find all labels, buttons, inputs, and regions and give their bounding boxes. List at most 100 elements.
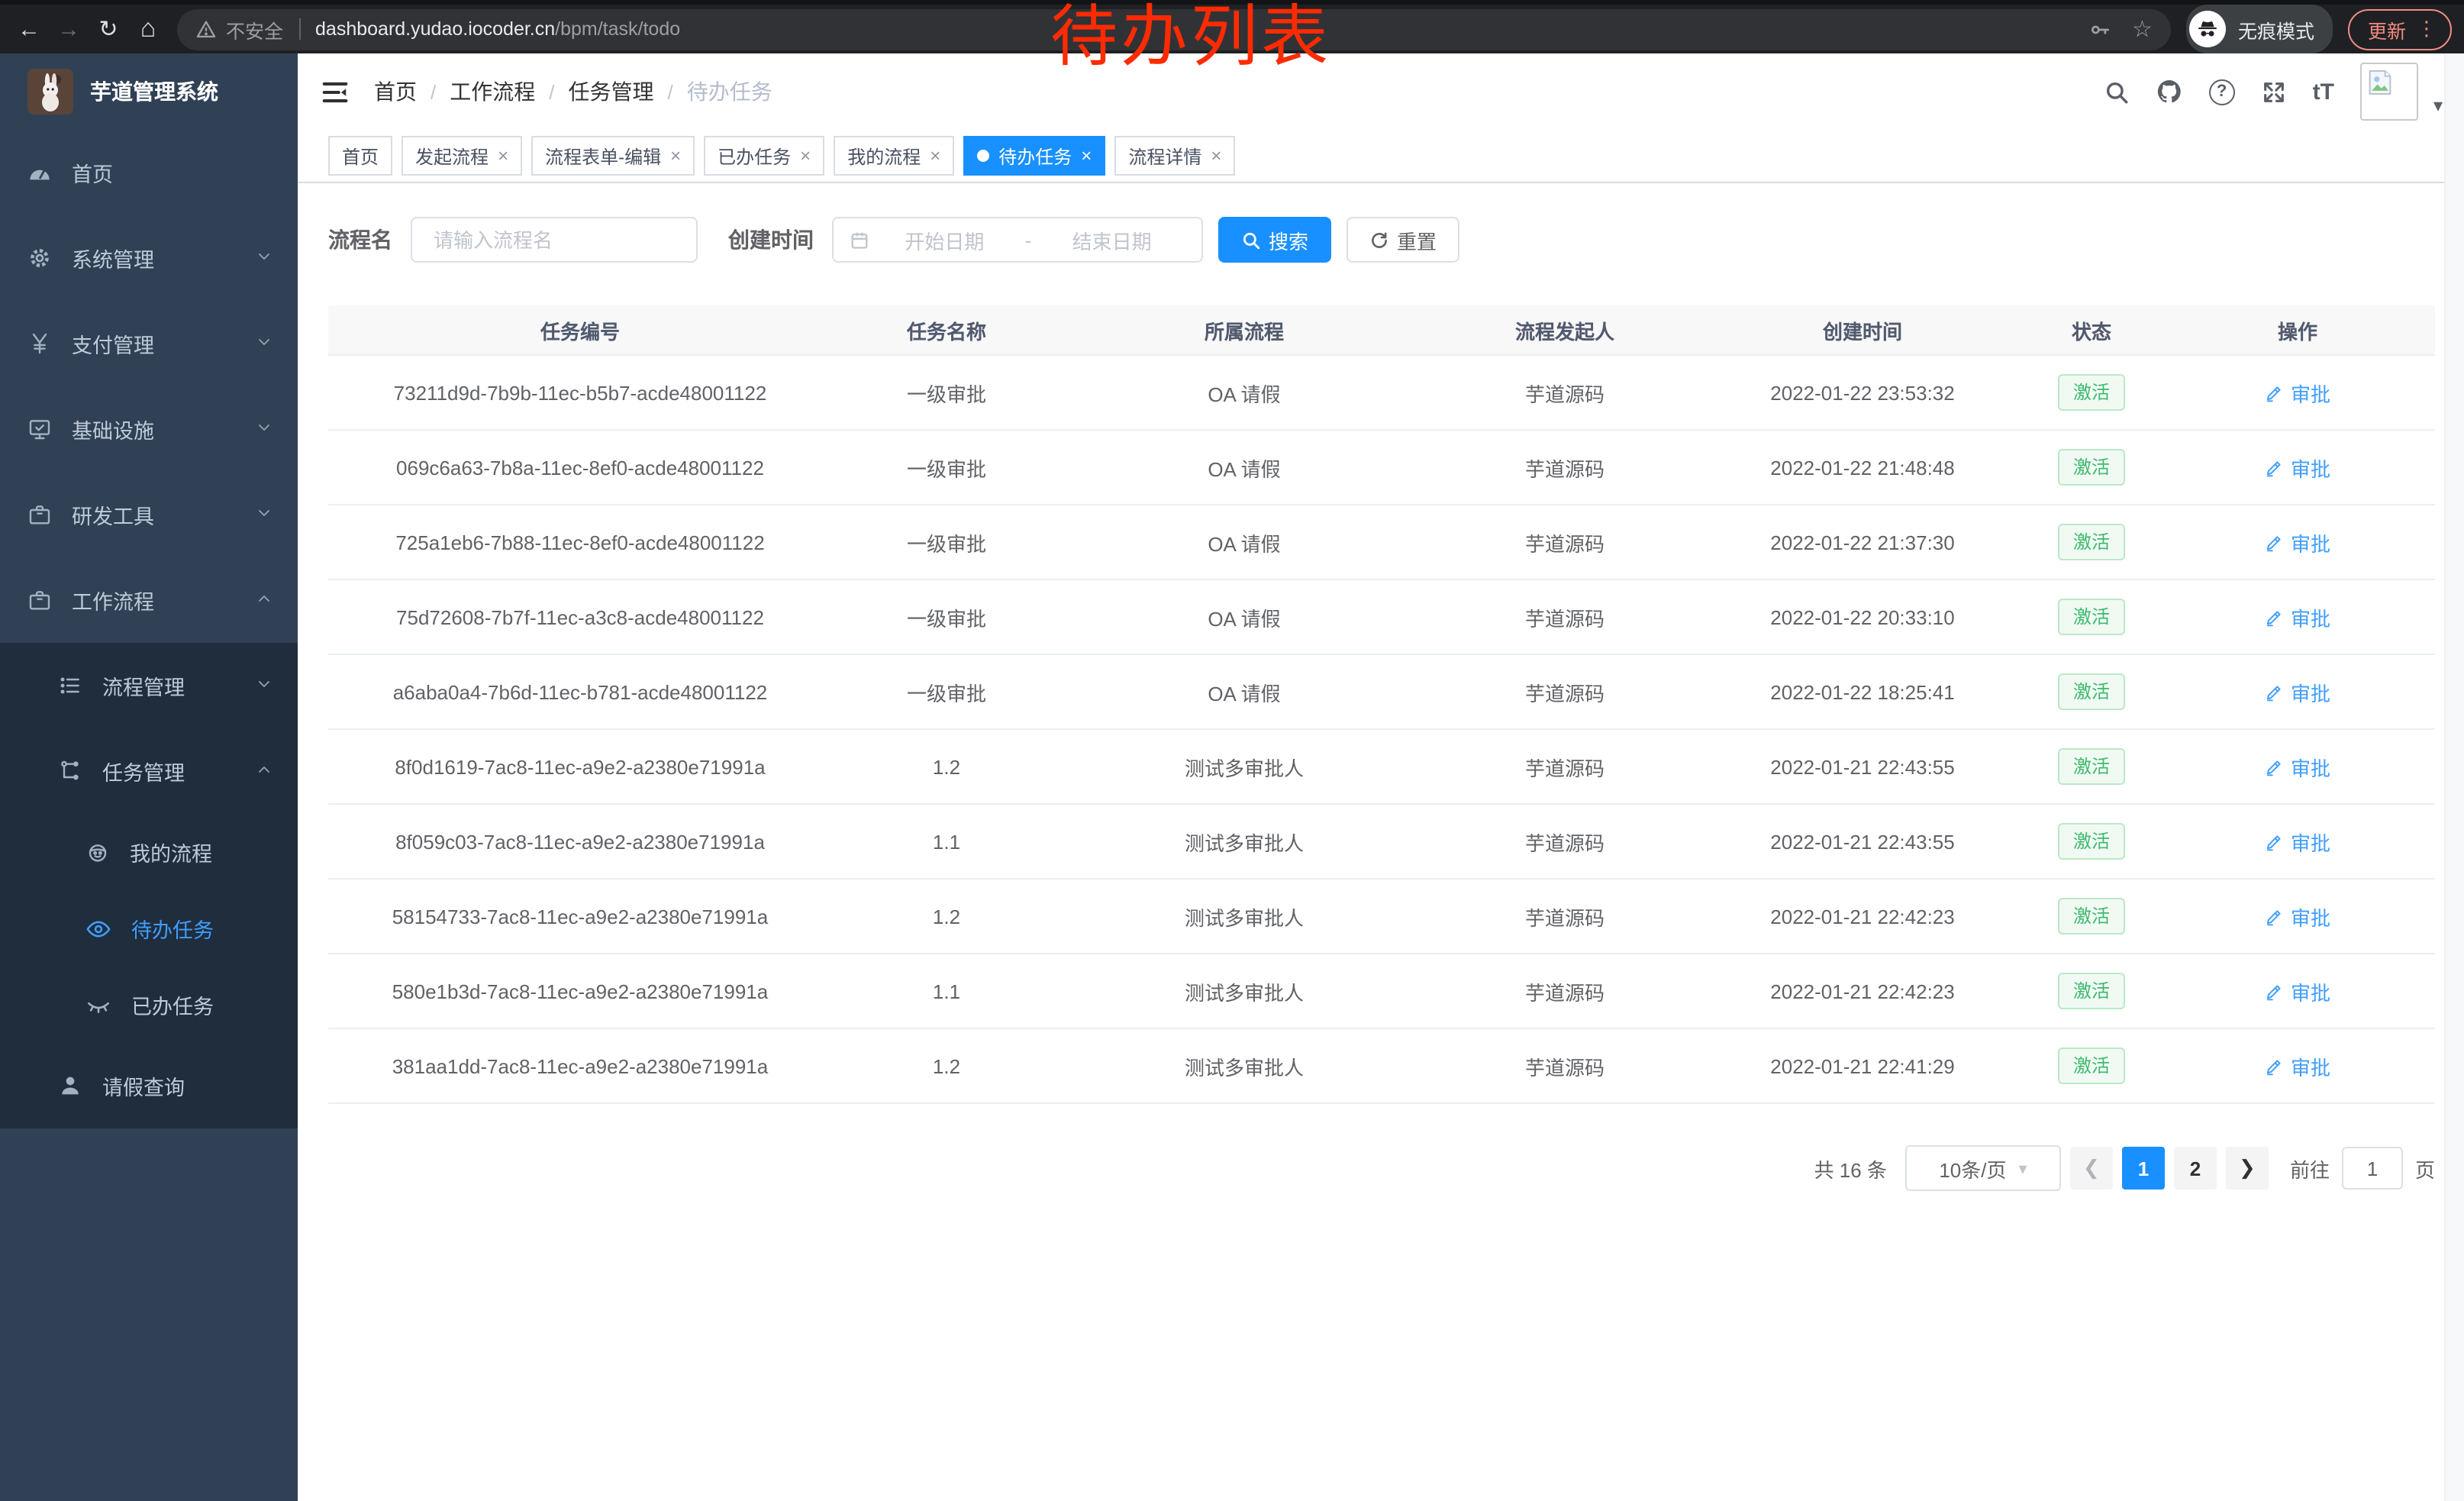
fullscreen-icon[interactable]	[2261, 79, 2287, 105]
approve-link[interactable]: 审批	[2265, 902, 2330, 931]
browser-forward-icon[interactable]: →	[57, 16, 80, 42]
divider	[298, 18, 301, 40]
cell-status: 激活	[2023, 1028, 2160, 1104]
chevron-down-icon	[255, 332, 273, 355]
cell-任务名称: 一级审批	[832, 430, 1061, 505]
tab-close-icon[interactable]: ×	[1211, 145, 1222, 166]
main-area: 首页 / 工作流程 / 任务管理 / 待办任务 ? tT ▾ 首页 发起流程 × 流程表单-	[298, 53, 2464, 1501]
browser-menu-icon[interactable]: ⋮	[2417, 17, 2437, 40]
sidebar-item-11[interactable]: 请假查询	[0, 1043, 298, 1128]
cell-流程发起人: 芋道源码	[1427, 804, 1702, 880]
approve-link[interactable]: 审批	[2265, 1051, 2330, 1080]
address-bar[interactable]: 不安全 dashboard.yudao.iocoder.cn /bpm/task…	[177, 8, 2171, 50]
font-size-icon[interactable]: tT	[2312, 79, 2334, 105]
column-header-5: 状态	[2023, 305, 2160, 356]
cell-所属流程: OA 请假	[1061, 579, 1427, 655]
approve-link[interactable]: 审批	[2265, 453, 2330, 482]
sidebar-item-1[interactable]: 系统管理	[0, 215, 298, 301]
flow-icon	[58, 759, 82, 783]
search-button[interactable]: 搜索	[1218, 217, 1332, 263]
end-date-placeholder[interactable]: 结束日期	[1072, 230, 1152, 253]
status-badge: 激活	[2057, 748, 2125, 785]
approve-link[interactable]: 审批	[2265, 602, 2330, 631]
approve-link[interactable]: 审批	[2265, 378, 2330, 407]
approve-link[interactable]: 审批	[2265, 677, 2330, 706]
goto-page-input[interactable]	[2341, 1147, 2403, 1190]
user-menu-caret-icon[interactable]: ▾	[2433, 95, 2443, 116]
tab-close-icon[interactable]: ×	[930, 145, 941, 166]
tab-2[interactable]: 流程表单-编辑 ×	[531, 136, 695, 176]
breadcrumb-item-0[interactable]: 首页	[374, 79, 417, 104]
start-date-placeholder[interactable]: 开始日期	[905, 230, 985, 253]
process-name-input[interactable]	[431, 227, 678, 253]
table-row: 75d72608-7b7f-11ec-a3c8-acde48001122 一级审批…	[328, 579, 2435, 655]
cell-action: 审批	[2160, 1028, 2435, 1104]
pen-icon	[2265, 383, 2285, 402]
key-icon[interactable]	[2088, 18, 2111, 40]
app-logo-row[interactable]: 芋道管理系统	[0, 53, 298, 130]
sidebar-item-7[interactable]: 任务管理	[0, 728, 298, 814]
approve-link[interactable]: 审批	[2265, 827, 2330, 856]
sidebar-item-0[interactable]: 首页	[0, 130, 298, 215]
browser-home-icon[interactable]: ⌂	[140, 14, 156, 43]
tab-4[interactable]: 我的流程 ×	[834, 136, 955, 176]
sidebar-item-label: 我的流程	[130, 843, 212, 866]
page-button-2[interactable]: 2	[2173, 1147, 2217, 1190]
approve-link[interactable]: 审批	[2265, 976, 2330, 1006]
pen-icon	[2265, 981, 2285, 1001]
cell-任务编号: 58154733-7ac8-11ec-a9e2-a2380e71991a	[328, 879, 832, 954]
sidebar-item-9[interactable]: 待办任务	[0, 890, 298, 967]
page-size-select[interactable]: 10条/页 ▾	[1904, 1145, 2061, 1191]
table-row: 58154733-7ac8-11ec-a9e2-a2380e71991a 1.2 测…	[328, 879, 2435, 954]
sidebar-item-label: 支付管理	[72, 334, 154, 357]
sidebar-item-3[interactable]: 基础设施	[0, 386, 298, 472]
tab-3[interactable]: 已办任务 ×	[704, 136, 825, 176]
bookmark-star-icon[interactable]: ☆	[2132, 17, 2153, 43]
reset-button[interactable]: 重置	[1346, 217, 1460, 263]
cell-任务编号: 73211d9d-7b9b-11ec-b5b7-acde48001122	[328, 355, 832, 431]
browser-back-icon[interactable]: ←	[18, 16, 40, 42]
sidebar-item-4[interactable]: 研发工具	[0, 472, 298, 557]
browser-reload-icon[interactable]: ↻	[98, 17, 118, 43]
breadcrumb-item-1[interactable]: 工作流程	[450, 79, 536, 104]
tab-1[interactable]: 发起流程 ×	[402, 136, 523, 176]
sidebar-item-2[interactable]: 支付管理	[0, 301, 298, 386]
sidebar-collapse-icon[interactable]	[321, 77, 350, 106]
tab-close-icon[interactable]: ×	[1081, 145, 1092, 166]
tab-close-icon[interactable]: ×	[498, 145, 509, 166]
status-badge: 激活	[2057, 524, 2125, 560]
avatar[interactable]	[2359, 63, 2418, 121]
tab-close-icon[interactable]: ×	[670, 145, 682, 166]
prev-page-button[interactable]: ❮	[2069, 1147, 2113, 1190]
sidebar-item-10[interactable]: 已办任务	[0, 967, 298, 1043]
browser-update-button[interactable]: 更新 ⋮	[2347, 8, 2452, 50]
approve-link[interactable]: 审批	[2265, 528, 2330, 557]
search-icon[interactable]	[2104, 79, 2130, 105]
tab-close-icon[interactable]: ×	[800, 145, 811, 166]
cell-创建时间: 2022-01-21 22:42:23	[1702, 954, 2023, 1029]
github-icon[interactable]	[2156, 78, 2183, 105]
tab-label: 流程详情	[1128, 146, 1202, 167]
column-header-4: 创建时间	[1702, 305, 2023, 356]
next-page-button[interactable]: ❯	[2225, 1147, 2269, 1190]
sidebar-item-8[interactable]: 我的流程	[0, 814, 298, 890]
tab-0[interactable]: 首页	[328, 136, 393, 176]
tab-6[interactable]: 流程详情 ×	[1114, 136, 1236, 176]
breadcrumb-item-2[interactable]: 任务管理	[568, 79, 654, 104]
sidebar-item-6[interactable]: 流程管理	[0, 643, 298, 728]
approve-link[interactable]: 审批	[2265, 752, 2330, 781]
help-icon[interactable]: ?	[2208, 79, 2235, 105]
sidebar-item-5[interactable]: 工作流程	[0, 557, 298, 643]
search-button-icon	[1241, 230, 1261, 250]
scrollbar[interactable]	[2444, 53, 2464, 1501]
page-content: 流程名 创建时间 开始日期 - 结束日期	[298, 183, 2464, 1191]
incognito-icon	[2188, 11, 2226, 47]
column-header-0: 任务编号	[328, 305, 832, 356]
date-range-picker[interactable]: 开始日期 - 结束日期	[832, 217, 1203, 263]
table-row: 8f0d1619-7ac8-11ec-a9e2-a2380e71991a 1.2 测…	[328, 729, 2435, 805]
tab-5[interactable]: 待办任务 ×	[963, 136, 1106, 176]
security-label[interactable]: 不安全	[226, 21, 284, 42]
page-button-1[interactable]: 1	[2121, 1147, 2165, 1190]
cell-所属流程: 测试多审批人	[1061, 1028, 1427, 1104]
sidebar-item-label: 系统管理	[72, 249, 154, 272]
